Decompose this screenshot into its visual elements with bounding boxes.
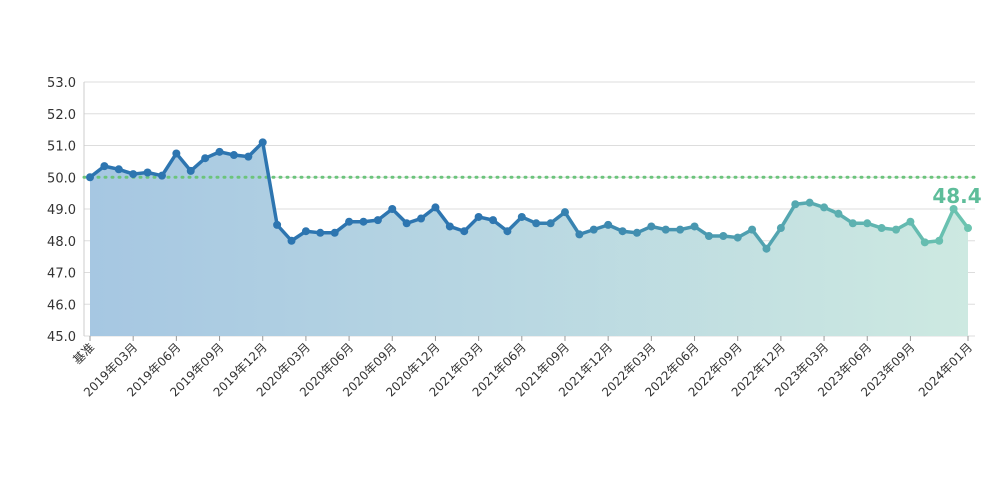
data-point	[820, 203, 829, 212]
data-point	[489, 216, 498, 225]
data-point	[417, 214, 426, 223]
data-point	[704, 231, 713, 240]
data-point	[676, 225, 685, 234]
data-point	[474, 212, 483, 221]
data-point	[287, 236, 296, 245]
data-point	[618, 227, 627, 236]
data-point	[877, 224, 886, 233]
data-point	[863, 219, 872, 228]
data-point	[906, 217, 915, 226]
data-point	[517, 212, 526, 221]
x-tick-label: 2024年01月	[916, 340, 975, 399]
data-point	[460, 227, 469, 236]
y-tick-label: 49.0	[47, 203, 76, 218]
y-tick-label: 47.0	[47, 267, 76, 282]
data-point	[719, 231, 728, 240]
area-fill	[90, 142, 968, 336]
data-point	[935, 236, 944, 245]
data-point	[733, 233, 742, 242]
data-point	[114, 165, 123, 174]
data-point	[157, 171, 166, 180]
data-point	[186, 166, 195, 175]
data-point	[330, 228, 339, 237]
data-point	[661, 225, 670, 234]
data-point	[848, 219, 857, 228]
y-tick-labels: 45.0 46.0 47.0 48.0 49.0 50.0 51.0 52.0 53.0	[47, 76, 76, 345]
x-tick-labels: 基准2019年03月2019年06月2019年09月2019年12月2020年0…	[70, 336, 975, 399]
data-point	[604, 220, 613, 229]
data-point	[201, 154, 210, 163]
data-point	[892, 225, 901, 234]
data-point	[445, 222, 454, 231]
data-point	[834, 209, 843, 218]
data-point	[949, 205, 958, 213]
data-point	[575, 230, 584, 239]
data-point	[964, 224, 972, 233]
data-point	[402, 219, 411, 228]
data-point	[258, 138, 267, 147]
y-tick-label: 46.0	[47, 298, 76, 313]
y-tick-label: 51.0	[47, 140, 76, 155]
data-point	[748, 225, 757, 234]
y-tick-label: 50.0	[47, 171, 76, 186]
data-point	[345, 217, 354, 226]
y-tick-label: 48.0	[47, 235, 76, 250]
data-point	[273, 220, 282, 229]
data-point	[647, 222, 656, 231]
data-point	[301, 227, 310, 236]
data-point	[244, 152, 253, 161]
y-tick-label: 52.0	[47, 108, 76, 123]
data-points	[86, 138, 972, 253]
data-point	[920, 238, 929, 247]
data-point	[431, 203, 440, 212]
data-point	[215, 147, 224, 156]
data-point	[791, 200, 800, 209]
data-point	[359, 217, 368, 226]
data-point	[373, 216, 382, 225]
data-point	[762, 244, 771, 253]
last-value-label: 48.4	[932, 184, 981, 208]
data-point	[776, 224, 785, 233]
data-point	[316, 228, 325, 237]
data-point	[589, 225, 598, 234]
data-point	[388, 205, 397, 213]
data-point	[632, 228, 641, 237]
data-point	[100, 162, 109, 171]
data-point	[129, 170, 138, 179]
data-point	[532, 219, 541, 228]
data-point	[86, 173, 94, 182]
data-point	[546, 219, 555, 228]
data-point	[172, 149, 181, 158]
y-tick-label: 45.0	[47, 330, 76, 345]
y-tick-label: 53.0	[47, 76, 76, 91]
data-point	[690, 222, 699, 231]
data-point	[229, 151, 238, 160]
data-point	[143, 168, 152, 177]
data-point	[560, 208, 569, 217]
data-point	[503, 227, 512, 236]
data-point	[805, 198, 814, 207]
